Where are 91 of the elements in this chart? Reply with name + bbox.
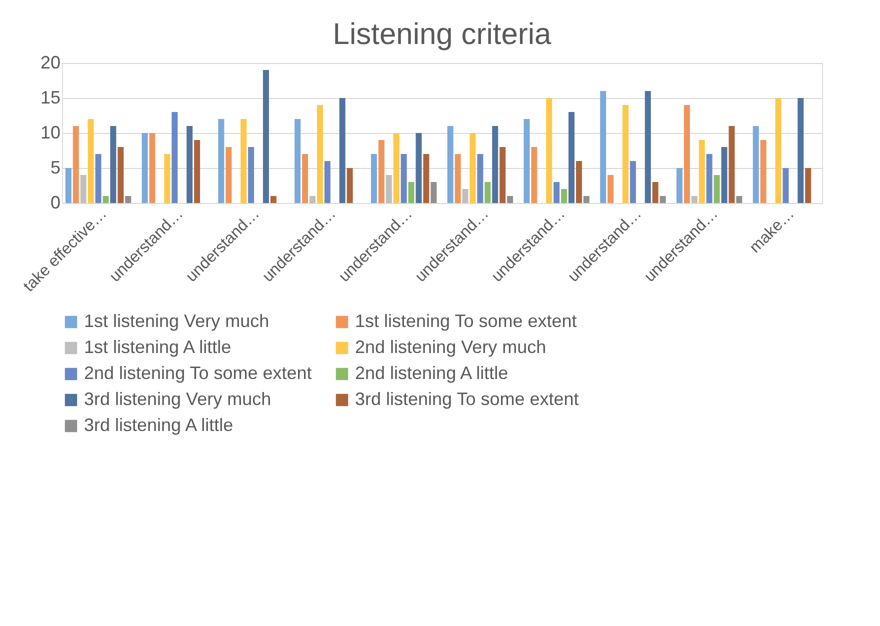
bar bbox=[554, 182, 560, 203]
bar bbox=[500, 147, 506, 203]
bar bbox=[218, 119, 224, 203]
bar bbox=[568, 112, 574, 203]
bar bbox=[798, 98, 804, 203]
bar bbox=[714, 175, 720, 203]
bar bbox=[142, 133, 148, 203]
legend-label: 2nd listening Very much bbox=[355, 337, 546, 357]
legend-label: 2nd listening To some extent bbox=[84, 363, 312, 383]
bar bbox=[470, 133, 476, 203]
y-tick-label: 15 bbox=[40, 88, 60, 108]
bar bbox=[721, 147, 728, 203]
bar bbox=[454, 154, 461, 203]
bar bbox=[226, 147, 232, 203]
bar bbox=[423, 154, 430, 203]
bar bbox=[262, 70, 269, 203]
bar bbox=[118, 147, 124, 203]
bar bbox=[294, 119, 301, 203]
legend-label: 1st listening A little bbox=[84, 337, 232, 357]
bar bbox=[600, 91, 606, 203]
bar bbox=[583, 196, 590, 203]
bar bbox=[760, 140, 766, 203]
bar bbox=[684, 105, 690, 203]
bar bbox=[698, 140, 705, 203]
bar bbox=[462, 189, 468, 203]
bar bbox=[484, 182, 491, 203]
bar bbox=[393, 133, 400, 203]
bar bbox=[88, 119, 94, 203]
legend-label: 1st listening Very much bbox=[84, 311, 270, 331]
bar bbox=[728, 126, 735, 203]
bar bbox=[752, 126, 759, 203]
bar bbox=[546, 98, 552, 203]
bar bbox=[416, 133, 422, 203]
bar bbox=[805, 168, 812, 203]
bar bbox=[561, 189, 568, 203]
bar bbox=[477, 154, 484, 203]
bar bbox=[386, 175, 392, 203]
bar bbox=[608, 175, 614, 203]
bar bbox=[652, 182, 658, 203]
bar bbox=[125, 196, 132, 203]
bar bbox=[430, 182, 437, 203]
y-tick-label: 10 bbox=[40, 122, 60, 142]
bar bbox=[240, 119, 247, 203]
bar bbox=[302, 154, 308, 203]
bar bbox=[400, 154, 407, 203]
bar bbox=[775, 98, 782, 203]
bar bbox=[378, 140, 384, 203]
legend-label: 3rd listening To some extent bbox=[355, 389, 579, 409]
bar bbox=[524, 119, 530, 203]
legend-label: 3rd listening A little bbox=[84, 415, 234, 435]
bar bbox=[186, 126, 193, 203]
bar bbox=[339, 98, 346, 203]
bar bbox=[408, 182, 414, 203]
y-tick-label: 5 bbox=[50, 158, 60, 178]
bar bbox=[622, 105, 628, 203]
bar bbox=[80, 175, 86, 203]
bar bbox=[65, 168, 72, 203]
bar bbox=[149, 133, 156, 203]
bar bbox=[248, 147, 254, 203]
chart-title: Listening criteria bbox=[332, 18, 552, 51]
bar bbox=[72, 126, 79, 203]
bar bbox=[676, 168, 682, 203]
bar bbox=[782, 168, 789, 203]
bar bbox=[346, 168, 353, 203]
bar bbox=[630, 161, 636, 203]
legend-label: 3rd listening Very much bbox=[84, 389, 272, 409]
bar bbox=[736, 196, 742, 203]
bar bbox=[691, 196, 698, 203]
bar bbox=[110, 126, 116, 203]
bar bbox=[706, 154, 712, 203]
bar bbox=[644, 91, 651, 203]
bar bbox=[576, 161, 582, 203]
bar bbox=[102, 196, 109, 203]
bar bbox=[324, 161, 330, 203]
bar bbox=[447, 126, 454, 203]
y-tick-label: 0 bbox=[50, 192, 60, 212]
legend-label: 2nd listening A little bbox=[355, 363, 508, 383]
y-tick-label: 20 bbox=[40, 52, 60, 72]
bar bbox=[194, 140, 200, 203]
bar bbox=[370, 154, 377, 203]
bar bbox=[95, 154, 102, 203]
bar bbox=[164, 154, 170, 203]
bar bbox=[492, 126, 498, 203]
bar bbox=[172, 112, 178, 203]
bar bbox=[316, 105, 323, 203]
bar bbox=[660, 196, 666, 203]
bar bbox=[270, 196, 276, 203]
bar bbox=[531, 147, 538, 203]
bar bbox=[507, 196, 514, 203]
legend-label: 1st listening To some extent bbox=[355, 311, 577, 331]
bar bbox=[310, 196, 316, 203]
